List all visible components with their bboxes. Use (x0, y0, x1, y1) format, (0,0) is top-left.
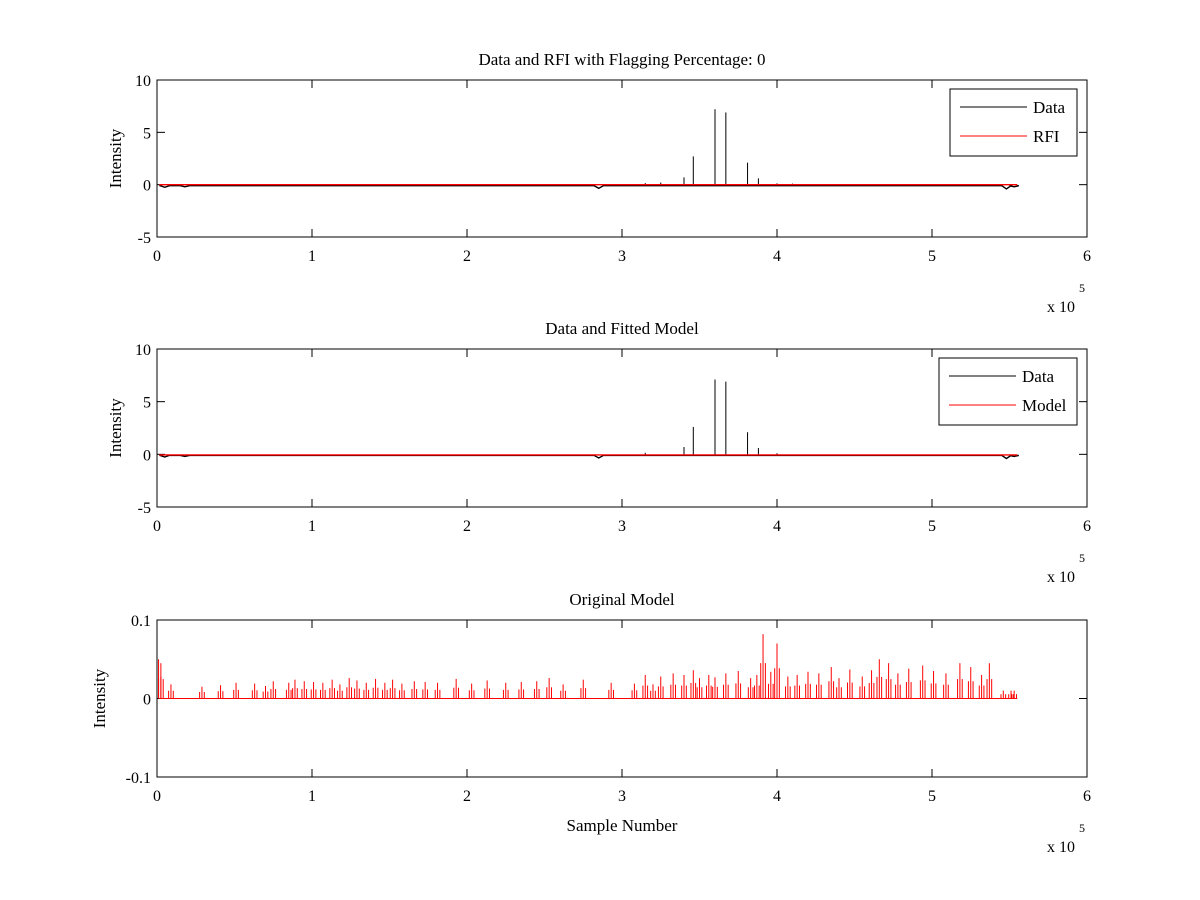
plot-area (159, 379, 1019, 460)
plot-area (158, 634, 1018, 699)
x-tick-label: 3 (618, 788, 626, 805)
x-tick-label: 0 (153, 518, 161, 535)
x-tick-label: 6 (1083, 788, 1091, 805)
legend-box (949, 88, 1078, 157)
x-multiplier-exponent: 5 (1079, 551, 1085, 565)
x-tick-label: 5 (928, 788, 936, 805)
x-tick-label: 3 (618, 518, 626, 535)
legend: Data Model (938, 357, 1078, 426)
plot-area (159, 109, 1019, 190)
y-axis-label: Intensity (106, 398, 125, 458)
legend: Data RFI (949, 88, 1078, 157)
x-multiplier-exponent: 5 (1079, 281, 1085, 295)
x-multiplier: x 10 (1047, 299, 1075, 316)
x-tick-label: 6 (1083, 518, 1091, 535)
legend-box (938, 357, 1078, 426)
x-tick-label: 6 (1083, 248, 1091, 265)
x-tick-label: 0 (153, 788, 161, 805)
series-data-trace (159, 379, 1019, 460)
legend-label-data: Data (1022, 367, 1055, 386)
x-tick-label: 4 (773, 518, 781, 535)
y-tick-label: -5 (138, 230, 151, 247)
axes-box (156, 348, 1088, 508)
legend-label-data: Data (1033, 98, 1066, 117)
series-baseline (159, 454, 1019, 460)
x-tick-label: 2 (463, 788, 471, 805)
legend-label-model: Model (1022, 396, 1067, 415)
y-tick-label: 0.1 (131, 613, 151, 630)
y-axis-label: Intensity (90, 668, 109, 728)
x-tick-label: 1 (308, 788, 316, 805)
y-tick-label: 0 (143, 178, 151, 195)
x-tick-label: 0 (153, 248, 161, 265)
x-tick-label: 5 (928, 518, 936, 535)
y-tick-label: 5 (143, 395, 151, 412)
y-tick-label: 0 (143, 447, 151, 464)
axes-box (156, 79, 1088, 238)
x-axis-label: Sample Number (567, 816, 678, 835)
y-axis-label: Intensity (106, 128, 125, 188)
x-multiplier: x 10 (1047, 839, 1075, 856)
x-tick-label: 2 (463, 248, 471, 265)
x-tick-label: 4 (773, 788, 781, 805)
y-tick-label: 0 (143, 692, 151, 709)
y-tick-label: 10 (135, 73, 151, 90)
series-baseline (159, 184, 1019, 190)
chart-title: Data and RFI with Flagging Percentage: 0 (478, 50, 765, 69)
y-tick-label: -5 (138, 500, 151, 517)
x-tick-label: 1 (308, 518, 316, 535)
x-tick-label: 3 (618, 248, 626, 265)
x-tick-label: 2 (463, 518, 471, 535)
x-tick-label: 4 (773, 248, 781, 265)
chart-title: Original Model (569, 590, 675, 609)
x-tick-label: 5 (928, 248, 936, 265)
series-model-trace (158, 634, 1018, 699)
x-multiplier: x 10 (1047, 569, 1075, 586)
x-multiplier-exponent: 5 (1079, 821, 1085, 835)
y-tick-label: 5 (143, 125, 151, 142)
y-tick-label: 10 (135, 342, 151, 359)
legend-label-rfi: RFI (1033, 127, 1060, 146)
chart-title: Data and Fitted Model (545, 319, 699, 338)
x-tick-label: 1 (308, 248, 316, 265)
series-data-trace (159, 109, 1019, 190)
y-tick-label: -0.1 (126, 770, 151, 787)
